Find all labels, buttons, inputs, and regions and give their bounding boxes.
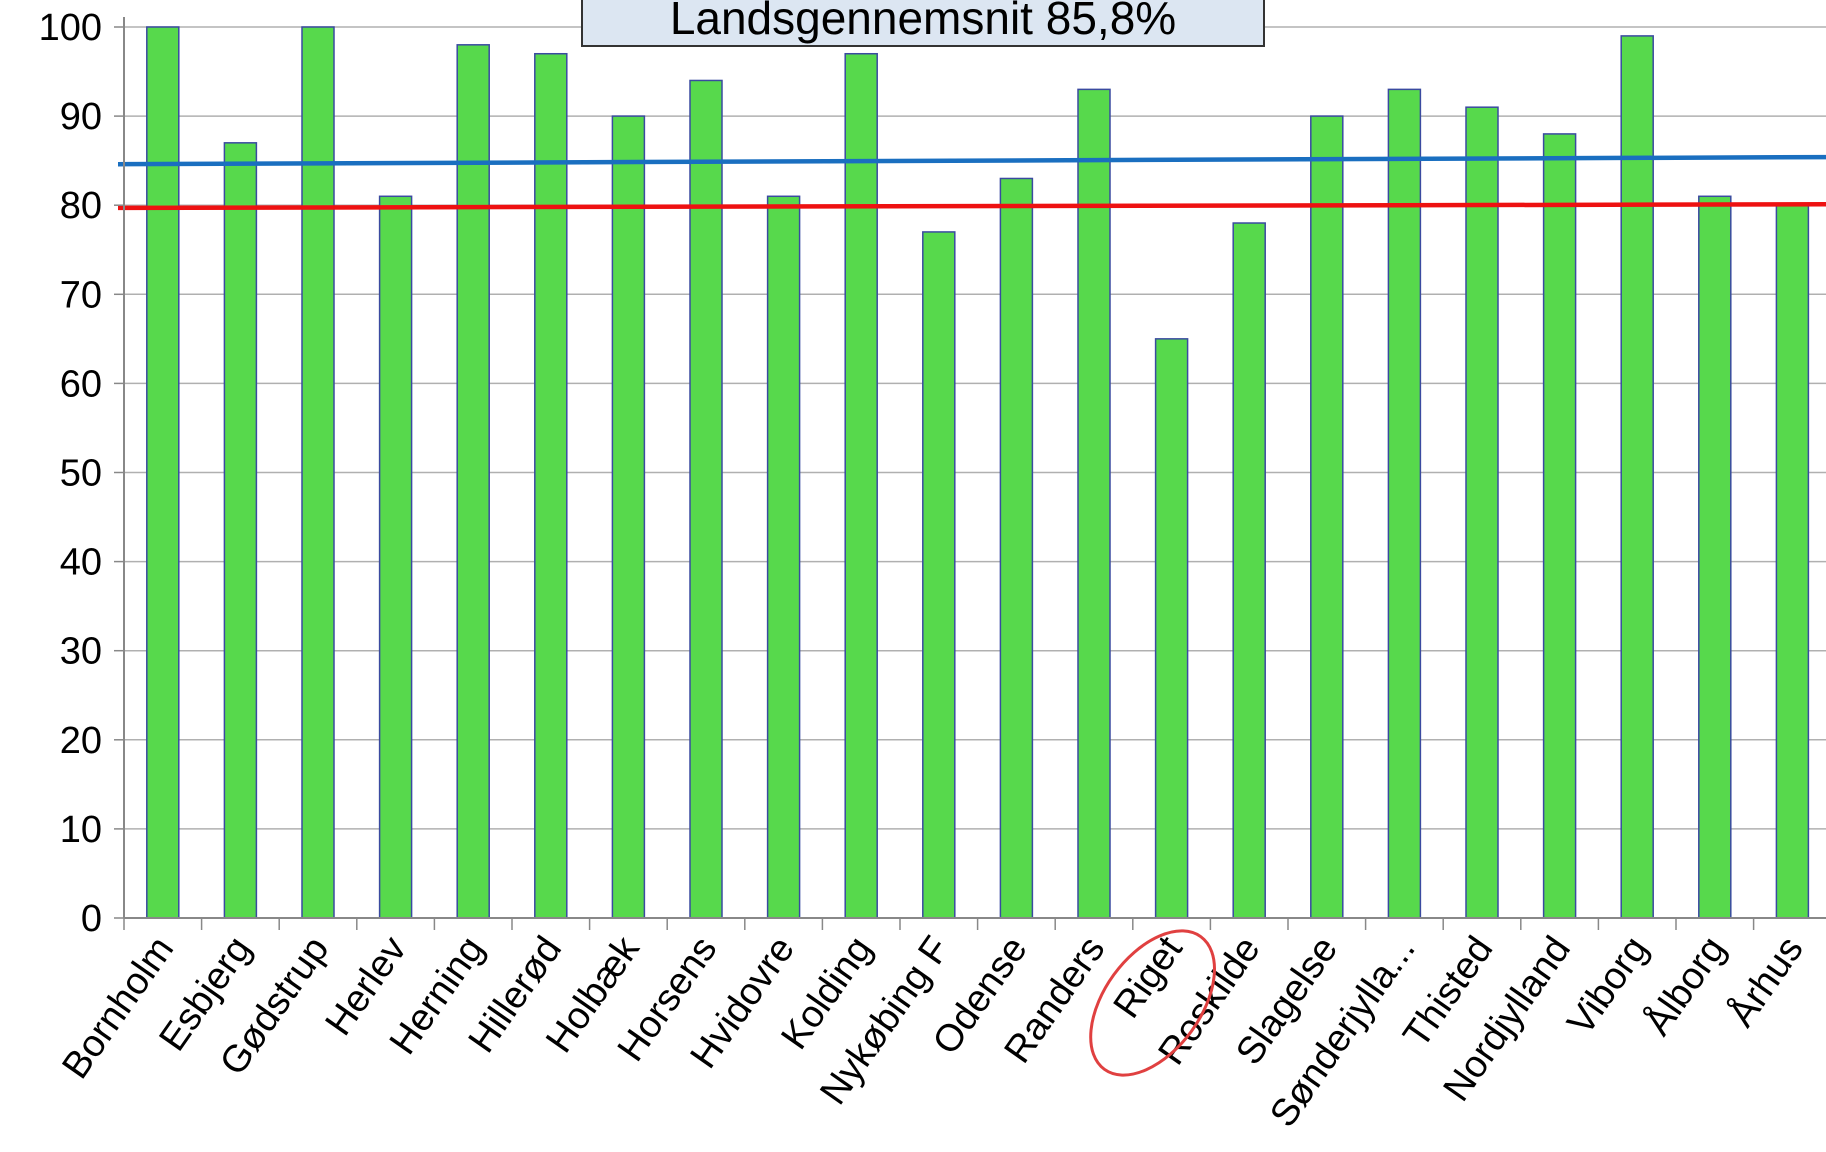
bar-bornholm <box>146 26 180 919</box>
reference-lines <box>117 154 1826 211</box>
y-tick-label: 20 <box>60 720 102 762</box>
bar-sønderjylla- <box>1387 88 1422 919</box>
bar-hillerød <box>534 52 568 919</box>
callout-text: Landsgennemsnit 85,8% <box>670 0 1176 44</box>
y-tick-labels: 0 10 20 30 40 50 60 70 80 90 100 <box>39 7 102 940</box>
highlight-ellipse <box>1089 929 1216 1077</box>
bar-herning <box>456 44 490 919</box>
bar-herlev <box>378 195 413 919</box>
average-callout: Landsgennemsnit 85,8% <box>581 0 1265 47</box>
bar-ålborg <box>1698 195 1732 919</box>
bar-odense <box>999 177 1034 919</box>
y-tick-label: 100 <box>39 7 102 49</box>
highlight-circle <box>1089 929 1216 1077</box>
bar-århus <box>1775 204 1810 919</box>
bar-gødstrup <box>301 26 335 919</box>
y-tick-label: 60 <box>60 363 102 405</box>
x-tick-labels: BornholmEsbjergGødstrupHerlevHerningHill… <box>54 928 1811 1135</box>
y-tick-label: 10 <box>60 809 102 851</box>
bar-nordjylland <box>1542 133 1577 919</box>
y-tick-label: 80 <box>60 185 102 227</box>
bar-roskilde <box>1232 222 1266 919</box>
x-category-label: Ålborg <box>1635 928 1734 1043</box>
average-line-blue <box>117 154 1826 167</box>
bar-nykøbing-f <box>922 231 956 919</box>
x-category-label: Viborg <box>1560 929 1657 1043</box>
x-category-label: Århus <box>1719 928 1812 1035</box>
y-tick-label: 70 <box>60 274 102 316</box>
target-line-red <box>117 202 1826 211</box>
bar-holbæk <box>611 115 646 919</box>
bar-thisted <box>1465 106 1499 919</box>
callout-box <box>581 0 1265 47</box>
bar-slagelse <box>1310 115 1344 919</box>
bar-kolding <box>844 52 878 919</box>
y-tick-label: 30 <box>60 631 102 673</box>
x-category-label: Bornholm <box>54 929 182 1086</box>
bar-esbjerg <box>223 142 258 919</box>
bar-riget <box>1154 338 1189 919</box>
bar-viborg <box>1620 35 1654 919</box>
y-tick-label: 90 <box>60 96 102 138</box>
bar-hvidovre <box>766 195 801 919</box>
axes <box>114 17 1826 930</box>
y-tick-label: 40 <box>60 542 102 584</box>
y-tick-label: 50 <box>60 453 102 495</box>
bar-randers <box>1077 88 1111 919</box>
y-tick-label: 0 <box>81 898 102 940</box>
